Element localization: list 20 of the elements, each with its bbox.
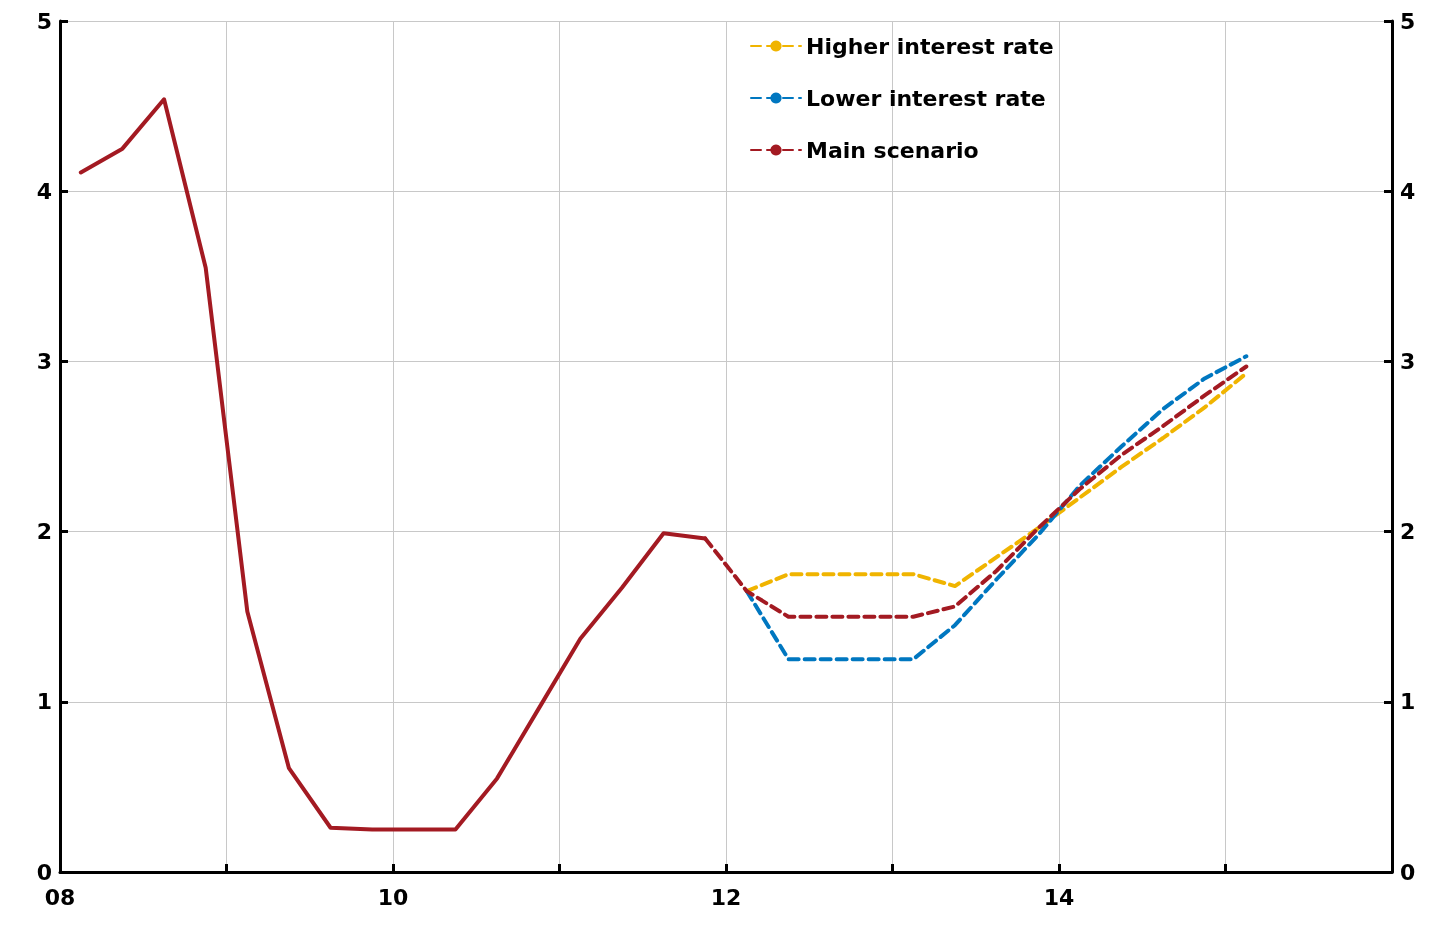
y-tick-label: 5 [36,8,52,34]
legend-label: Main scenario [806,137,979,163]
x-tick-label: 12 [710,884,742,910]
y2-tick-label: 1 [1400,689,1416,715]
y-tick-label: 4 [36,178,52,204]
legend-label: Lower interest rate [806,85,1046,111]
y-tick-label: 1 [36,689,52,715]
y-tick-label: 3 [36,348,52,374]
legend-label: Higher interest rate [806,33,1054,59]
y2-tick-label: 5 [1400,8,1416,34]
y-tick-label: 2 [36,519,52,545]
y2-tick-label: 2 [1400,519,1416,545]
y2-tick-label: 4 [1400,178,1416,204]
x-tick-label: 10 [377,884,409,910]
y-tick-label: 0 [36,859,52,885]
y2-tick-label: 0 [1400,859,1416,885]
x-tick-label: 14 [1043,884,1075,910]
y2-tick-label: 3 [1400,348,1416,374]
x-tick-label: 08 [44,884,76,910]
line-series [744,354,1249,662]
